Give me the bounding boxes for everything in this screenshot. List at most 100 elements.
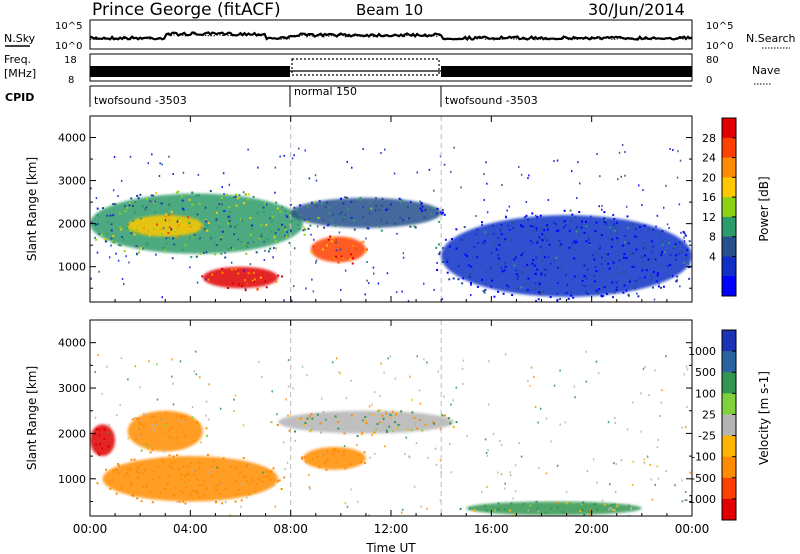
scatter-speckle [171,434,174,437]
scatter-speckle [382,421,385,424]
scatter-speckle [289,203,292,206]
scatter-speckle [233,410,235,412]
scatter-speckle [388,425,391,428]
scatter-speckle [530,366,533,369]
scatter-speckle [330,219,333,222]
scatter-speckle [137,417,140,420]
scatter-speckle [498,244,501,246]
scatter-speckle [625,257,628,259]
scatter-speckle [230,261,233,264]
scatter-speckle [612,508,615,511]
scatter-speckle [642,367,645,370]
scatter-speckle [539,282,542,284]
scatter-speckle [350,488,353,491]
scatter-speckle [639,225,641,228]
scatter-speckle [613,218,615,220]
scatter-speckle [420,202,423,205]
scatter-speckle [660,253,663,256]
colorbar-swatch [722,330,736,352]
scatter-speckle [661,240,664,243]
scatter-speckle [532,230,535,233]
scatter-speckle [439,499,442,502]
scatter-speckle [184,502,187,505]
scatter-speckle [346,160,348,163]
scatter-speckle [453,146,455,149]
scatter-speckle [436,261,438,264]
scatter-speckle [450,471,453,474]
scatter-speckle [193,370,196,373]
scatter-speckle [470,281,472,284]
scatter-speckle [114,469,117,472]
scatter-speckle [208,471,210,474]
scatter-speckle [656,272,659,275]
scatter-speckle [347,208,349,211]
scatter-speckle [483,173,485,175]
scatter-speckle [335,239,338,242]
scatter-speckle [448,278,451,281]
scatter-speckle [134,438,137,441]
scatter-speckle [174,230,177,233]
scatter-speckle [359,196,362,199]
scatter-speckle [385,425,388,428]
scatter-speckle [582,501,585,504]
scatter-speckle [273,247,275,249]
scatter-speckle [139,386,141,389]
scatter-speckle [438,251,441,254]
scatter-speckle [188,479,191,482]
scatter-speckle [350,216,353,219]
scatter-speckle [189,266,191,269]
scatter-speckle [231,268,234,271]
scatter-speckle [574,227,577,230]
scatter-speckle [203,228,206,231]
scatter-speckle [351,262,354,265]
scatter-speckle [90,277,92,280]
scatter-speckle [538,466,540,469]
scatter-speckle [636,292,638,295]
scatter-speckle [126,206,129,209]
scatter-speckle [394,421,397,424]
scatter-speckle [603,211,606,214]
scatter-speckle [411,411,414,414]
scatter-speckle [396,232,398,235]
scatter-speckle [130,197,133,200]
scatter-speckle [435,463,438,466]
scatter-speckle [248,483,250,486]
scatter-speckle [293,206,296,209]
scatter-speckle [153,416,156,418]
nave-label: Nave [752,64,780,77]
scatter-speckle [125,255,127,258]
scatter-speckle [84,232,86,234]
scatter-speckle [103,428,106,431]
scatter-speckle [244,244,247,247]
scatter-speckle [284,228,287,231]
scatter-speckle [290,229,292,232]
scatter-speckle [111,237,114,240]
scatter-speckle [553,384,556,387]
scatter-speckle [245,282,248,285]
scatter-region-2 [102,456,279,502]
scatter-speckle [591,284,594,287]
scatter-speckle [455,228,458,231]
colorbar-frame [721,117,737,297]
scatter-speckle [486,182,488,185]
scatter-speckle [650,478,653,481]
scatter-speckle [629,276,632,279]
scatter-speckle [184,480,187,483]
scatter-speckle [591,254,594,257]
scatter-speckle [152,194,155,197]
scatter-speckle [649,249,652,252]
colorbar-tick-label: -1000 [684,493,716,506]
scatter-speckle [683,261,686,264]
scatter-speckle [526,288,529,291]
scatter-speckle [652,228,655,231]
scatter-speckle [579,510,582,513]
scatter-speckle [538,286,541,289]
scatter-speckle [650,261,652,264]
scatter-region-2 [127,215,203,237]
scatter-speckle [371,403,373,406]
scatter-speckle [294,439,296,442]
scatter-speckle [635,235,638,238]
scatter-speckle [520,286,523,289]
scatter-speckle [265,286,268,289]
scatter-speckle [308,486,311,488]
